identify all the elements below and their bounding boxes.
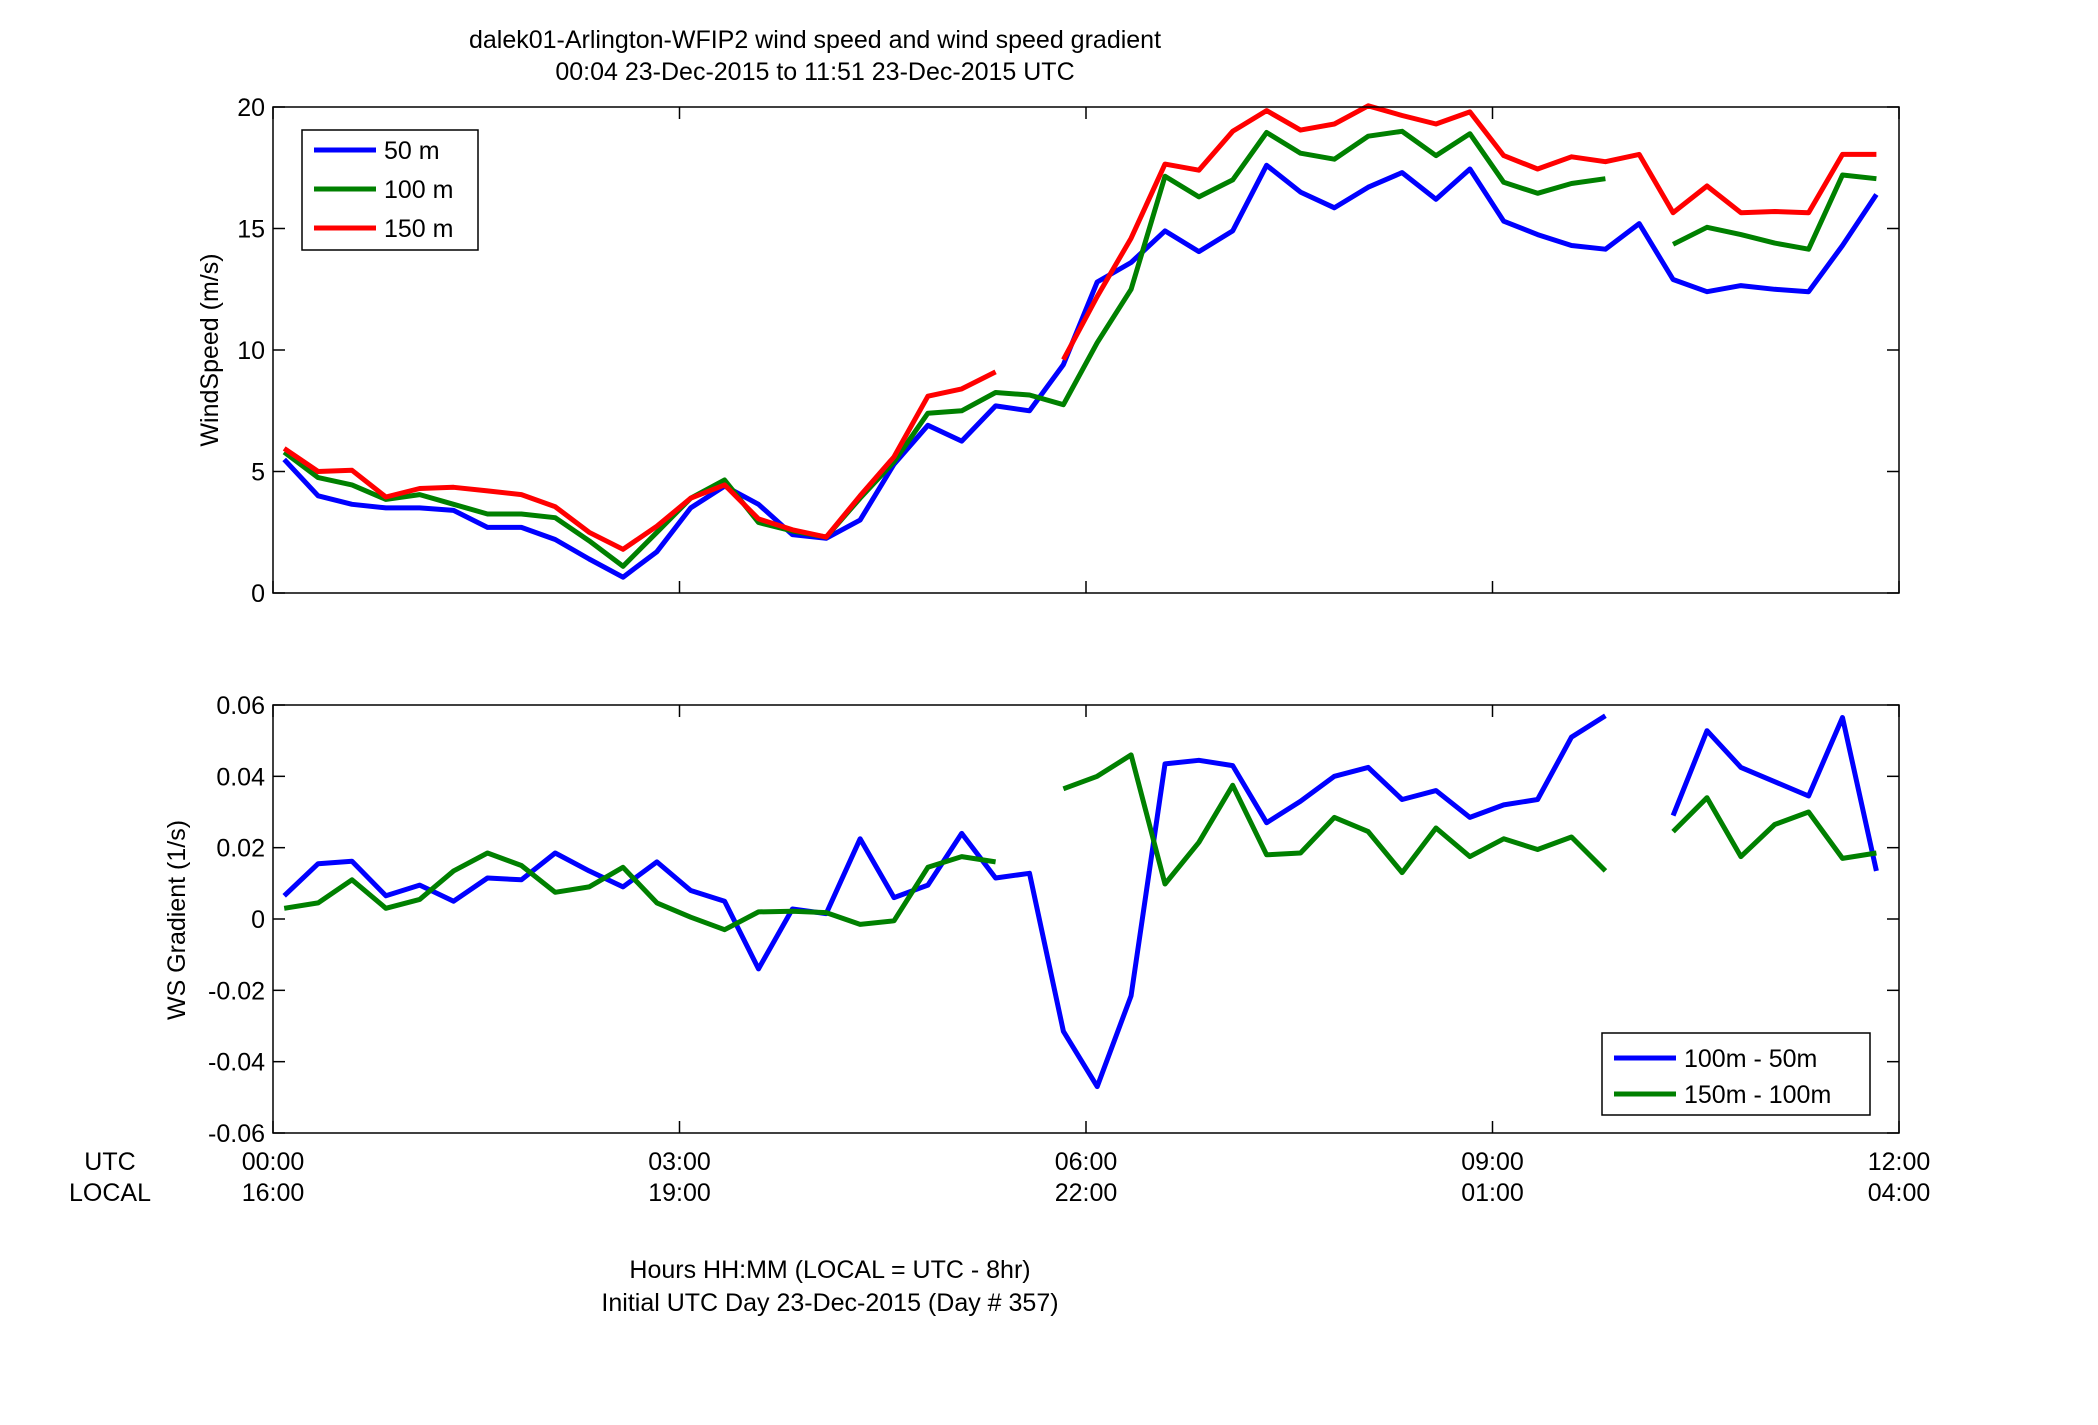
x-tick-label-local: 16:00 (242, 1179, 305, 1207)
x-tick-label-utc: 00:00 (242, 1148, 305, 1176)
x-tick-label-utc: 03:00 (648, 1148, 711, 1176)
gradient-y-tick-label: 0.04 (216, 763, 265, 791)
legend-label-100m: 100 m (384, 176, 453, 204)
legend-label-150m-100m: 150m - 100m (1684, 1081, 1831, 1109)
gradient-y-tick-label: -0.04 (208, 1049, 265, 1077)
gradient-series-line-0 (282, 713, 1879, 1090)
windspeed-legend: 50 m 100 m 150 m (301, 129, 479, 251)
x-tick-labels: 00:00 16:00 03:00 19:00 06:00 22:00 09:00 01:00… (242, 1148, 1931, 1207)
windspeed-y-tick-label: 15 (237, 216, 265, 244)
windspeed-y-tick-label: 0 (251, 580, 265, 608)
x-tick-label-utc: 12:00 (1868, 1148, 1931, 1176)
windspeed-y-tick-label: 5 (251, 459, 265, 487)
gradient-y-tick-label: 0 (251, 906, 265, 934)
figure-subtitle: 00:04 23-Dec-2015 to 11:51 23-Dec-2015 U… (555, 58, 1074, 86)
x-tick-label-utc: 06:00 (1055, 1148, 1118, 1176)
gradient-y-tick-label: 0.02 (216, 835, 265, 863)
x-tick-label-local: 19:00 (648, 1179, 711, 1207)
x-tick-label-local: 04:00 (1868, 1179, 1931, 1207)
legend-label-50m: 50 m (384, 137, 440, 165)
gradient-y-tick-label: -0.06 (208, 1120, 265, 1148)
gradient-y-tick-label: -0.02 (208, 977, 265, 1005)
x-axis-sublabel: Initial UTC Day 23-Dec-2015 (Day # 357) (601, 1289, 1058, 1317)
legend-label-100m-50m: 100m - 50m (1684, 1045, 1817, 1073)
x-axis-row-label-local: LOCAL (69, 1179, 151, 1207)
windspeed-y-ticks: 0 5 10 15 20 (237, 94, 1899, 608)
gradient-panel: -0.06 -0.04 -0.02 0 0.02 0.04 0.06 WS Gradient… (163, 692, 1900, 1148)
x-tick-label-local: 01:00 (1461, 1179, 1524, 1207)
x-tick-label-utc: 09:00 (1461, 1148, 1524, 1176)
x-axis-row-label-utc: UTC (84, 1148, 135, 1176)
figure-title: dalek01-Arlington-WFIP2 wind speed and w… (469, 26, 1161, 54)
windspeed-series-line-2 (282, 103, 1877, 552)
x-axis-label: Hours HH:MM (LOCAL = UTC - 8hr) (629, 1256, 1030, 1284)
gradient-legend: 100m - 50m 150m - 100m (1601, 1032, 1871, 1116)
gradient-legend-box (1601, 1032, 1871, 1116)
gradient-y-tick-label: 0.06 (216, 692, 265, 720)
windspeed-panel: 0 5 10 15 20 WindSpeed (m/s) 50 m 100 m 150 … (196, 94, 1900, 608)
windspeed-plot-area (273, 107, 1899, 593)
windspeed-y-tick-label: 20 (237, 94, 265, 122)
windspeed-x-ticks (272, 107, 1900, 593)
windspeed-y-tick-label: 10 (237, 337, 265, 365)
windspeed-y-axis-label: WindSpeed (m/s) (196, 253, 224, 446)
windspeed-series-layer (282, 103, 1879, 580)
gradient-y-axis-label: WS Gradient (1/s) (163, 820, 191, 1020)
gradient-x-ticks (272, 705, 1900, 1133)
x-tick-label-local: 22:00 (1055, 1179, 1118, 1207)
gradient-series-line-1 (283, 752, 1877, 933)
gradient-series-layer (282, 713, 1879, 1090)
legend-label-150m: 150 m (384, 215, 453, 243)
gradient-y-ticks: -0.06 -0.04 -0.02 0 0.02 0.04 0.06 (208, 692, 1899, 1148)
windspeed-series-line-1 (282, 128, 1877, 569)
